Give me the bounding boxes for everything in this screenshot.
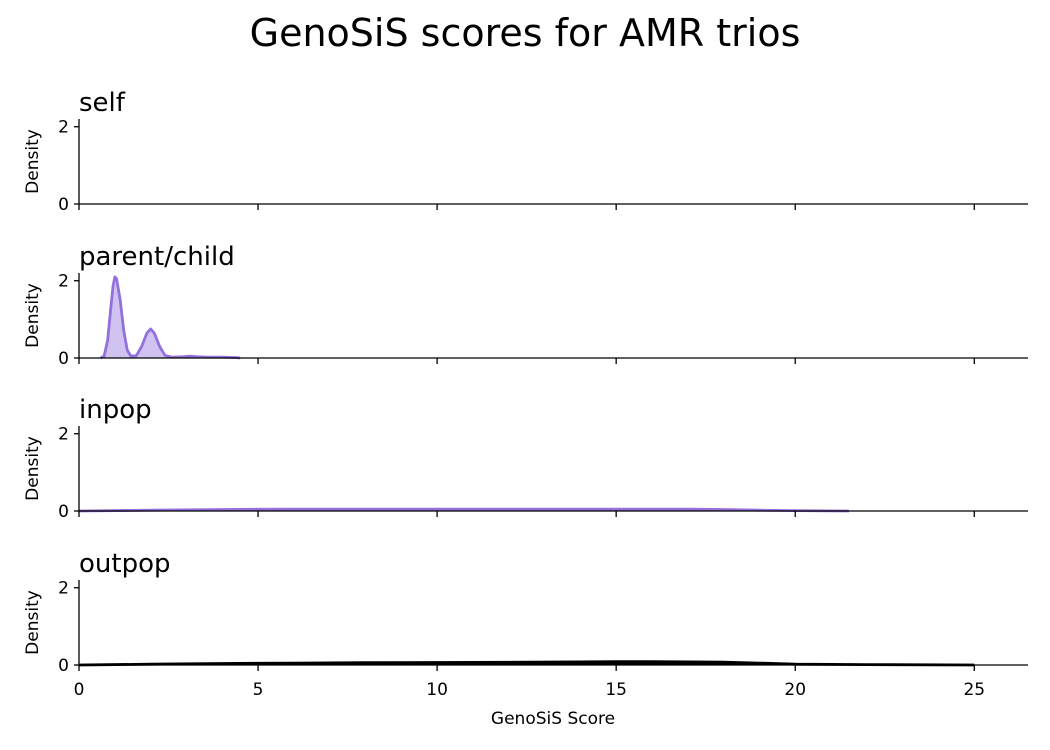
- y-tick-label: 2: [58, 272, 69, 292]
- x-tick-label: 15: [605, 680, 627, 700]
- chart-title: GenoSiS scores for AMR trios: [250, 11, 801, 55]
- y-tick-label: 0: [58, 195, 69, 215]
- panel-1: self 0 2 Density: [23, 88, 1028, 215]
- y-tick-label: 0: [58, 656, 69, 676]
- y-axis-label: Density: [23, 436, 43, 501]
- density-line: [78, 660, 975, 667]
- panel-3: inpop 0 2 Density: [23, 395, 1028, 522]
- panels-group: self 0 2 Density parent/child 0 2 Density inpop 0…: [23, 88, 1028, 700]
- panel-2: parent/child 0 2 Density: [23, 242, 1028, 369]
- y-axis-label: Density: [23, 590, 43, 655]
- x-axis-label: GenoSiS Score: [491, 709, 615, 729]
- x-tick-label: 5: [253, 680, 264, 700]
- panel-title: inpop: [79, 395, 152, 425]
- density-line: [78, 507, 849, 513]
- x-tick-label: 10: [426, 680, 448, 700]
- y-axis-label: Density: [23, 283, 43, 348]
- y-tick-label: 2: [58, 579, 69, 599]
- x-tick-label: 25: [963, 680, 985, 700]
- y-tick-label: 0: [58, 349, 69, 369]
- x-tick-label: 0: [74, 680, 85, 700]
- panel-title: self: [79, 88, 126, 118]
- y-axis-label: Density: [23, 129, 43, 194]
- density-line: [99, 275, 241, 360]
- panel-4: outpop 0 2 Density 0 5 10 15 20 25: [23, 549, 1028, 700]
- panel-title: parent/child: [79, 242, 235, 272]
- y-tick-label: 2: [58, 425, 69, 445]
- panel-title: outpop: [79, 549, 171, 579]
- y-tick-label: 2: [58, 118, 69, 138]
- x-tick-label: 20: [784, 680, 806, 700]
- y-tick-label: 0: [58, 502, 69, 522]
